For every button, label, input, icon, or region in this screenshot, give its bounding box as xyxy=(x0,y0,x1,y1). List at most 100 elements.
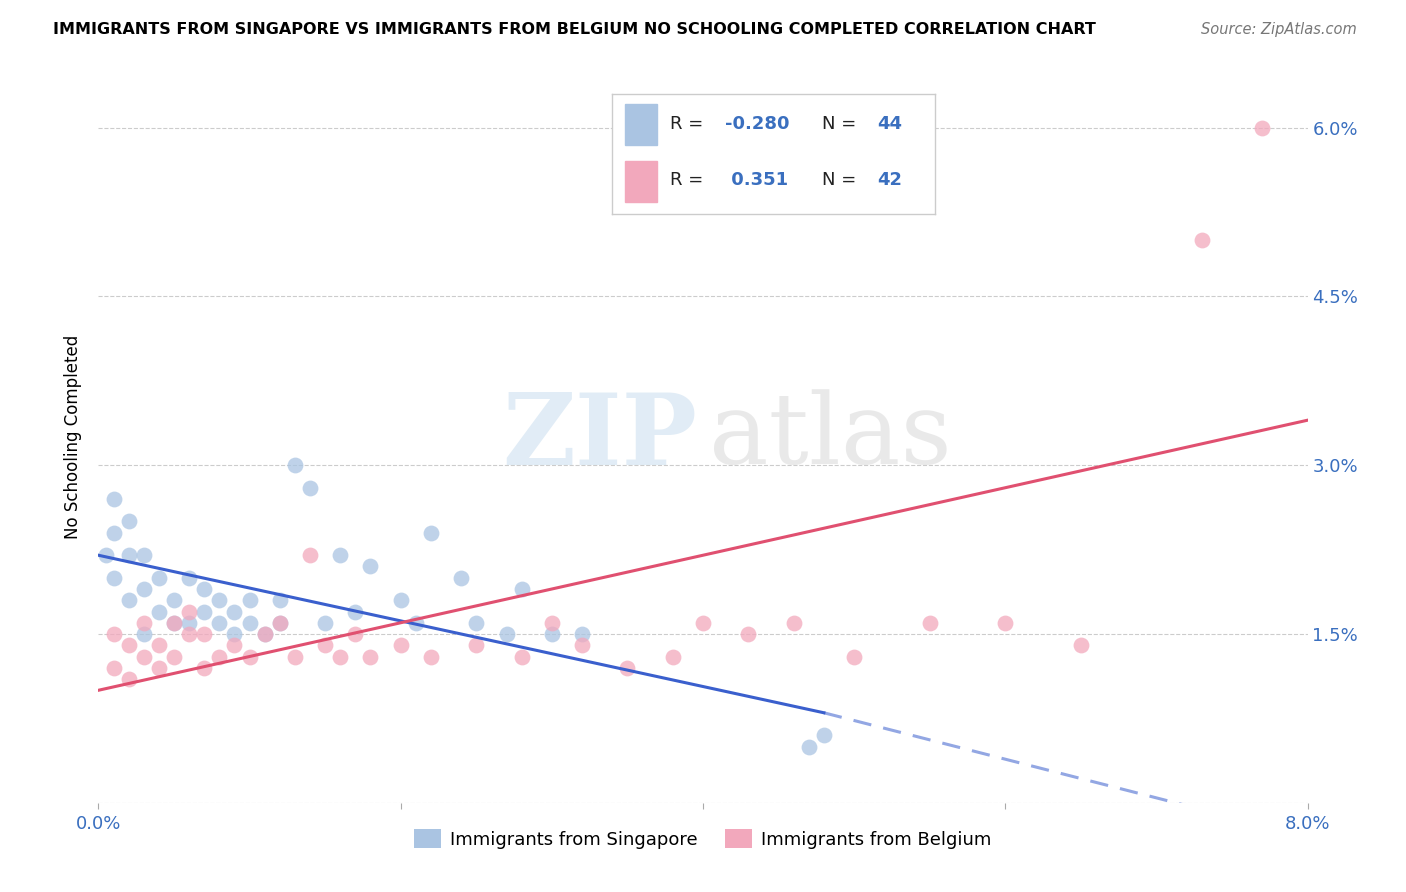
Point xyxy=(737,627,759,641)
Point xyxy=(132,627,155,641)
Point xyxy=(269,593,291,607)
Text: Source: ZipAtlas.com: Source: ZipAtlas.com xyxy=(1201,22,1357,37)
Point xyxy=(148,661,170,675)
Point xyxy=(179,615,201,630)
Point xyxy=(163,649,186,664)
Point xyxy=(329,548,352,562)
Point xyxy=(103,627,125,641)
Point xyxy=(661,649,683,664)
Point xyxy=(918,615,941,630)
Point xyxy=(94,548,117,562)
Text: IMMIGRANTS FROM SINGAPORE VS IMMIGRANTS FROM BELGIUM NO SCHOOLING COMPLETED CORR: IMMIGRANTS FROM SINGAPORE VS IMMIGRANTS … xyxy=(53,22,1097,37)
Point xyxy=(405,615,427,630)
Point xyxy=(344,627,367,641)
Point xyxy=(314,638,336,652)
Point xyxy=(299,481,322,495)
Point xyxy=(163,615,186,630)
Point xyxy=(118,593,141,607)
Bar xyxy=(624,161,657,202)
Point xyxy=(1070,638,1092,652)
Point xyxy=(193,605,215,619)
Point xyxy=(510,582,533,596)
Text: N =: N = xyxy=(821,115,862,134)
Point xyxy=(844,649,866,664)
Point xyxy=(389,593,412,607)
Point xyxy=(420,525,443,540)
Point xyxy=(360,559,382,574)
Text: -0.280: -0.280 xyxy=(725,115,789,134)
Text: ZIP: ZIP xyxy=(502,389,697,485)
Point xyxy=(450,571,472,585)
Point xyxy=(239,593,262,607)
Point xyxy=(284,649,307,664)
Point xyxy=(314,615,336,630)
Point xyxy=(193,661,215,675)
Point xyxy=(420,649,443,664)
Point xyxy=(103,661,125,675)
Point xyxy=(148,571,170,585)
Point xyxy=(1191,233,1213,247)
Point xyxy=(132,615,155,630)
Point xyxy=(329,649,352,664)
Point xyxy=(103,571,125,585)
Point xyxy=(510,649,533,664)
Point xyxy=(253,627,276,641)
Point xyxy=(783,615,806,630)
Point xyxy=(193,582,215,596)
Text: R =: R = xyxy=(669,115,709,134)
Point xyxy=(239,649,262,664)
Point xyxy=(179,605,201,619)
Point xyxy=(299,548,322,562)
Point xyxy=(148,638,170,652)
Point xyxy=(616,661,638,675)
Point xyxy=(132,649,155,664)
Point xyxy=(132,548,155,562)
Point xyxy=(224,638,246,652)
Point xyxy=(360,649,382,664)
Point xyxy=(193,627,215,641)
Point xyxy=(224,627,246,641)
Point xyxy=(103,525,125,540)
Text: 44: 44 xyxy=(877,115,901,134)
Point xyxy=(389,638,412,652)
Text: 0.351: 0.351 xyxy=(725,170,787,189)
Point xyxy=(284,458,307,473)
Point xyxy=(465,638,488,652)
Point xyxy=(118,672,141,686)
Point xyxy=(163,593,186,607)
Text: 42: 42 xyxy=(877,170,901,189)
Point xyxy=(253,627,276,641)
Point xyxy=(692,615,714,630)
Point xyxy=(540,627,562,641)
Text: N =: N = xyxy=(821,170,862,189)
Point xyxy=(208,649,231,664)
Point xyxy=(179,571,201,585)
Point xyxy=(797,739,820,754)
Point xyxy=(163,615,186,630)
Point xyxy=(994,615,1017,630)
Point xyxy=(269,615,291,630)
Point xyxy=(269,615,291,630)
Point xyxy=(224,605,246,619)
Point xyxy=(813,728,835,742)
Point xyxy=(118,638,141,652)
Point xyxy=(465,615,488,630)
Point xyxy=(118,548,141,562)
Point xyxy=(239,615,262,630)
Legend: Immigrants from Singapore, Immigrants from Belgium: Immigrants from Singapore, Immigrants fr… xyxy=(408,822,998,856)
Point xyxy=(208,593,231,607)
Text: R =: R = xyxy=(669,170,709,189)
Bar xyxy=(624,104,657,145)
Point xyxy=(208,615,231,630)
Text: atlas: atlas xyxy=(709,389,952,485)
Point xyxy=(132,582,155,596)
Point xyxy=(495,627,517,641)
Point xyxy=(118,515,141,529)
Point xyxy=(103,491,125,506)
Point xyxy=(540,615,562,630)
Point xyxy=(148,605,170,619)
Y-axis label: No Schooling Completed: No Schooling Completed xyxy=(65,335,83,539)
Point xyxy=(344,605,367,619)
Point xyxy=(179,627,201,641)
Point xyxy=(1251,120,1274,135)
